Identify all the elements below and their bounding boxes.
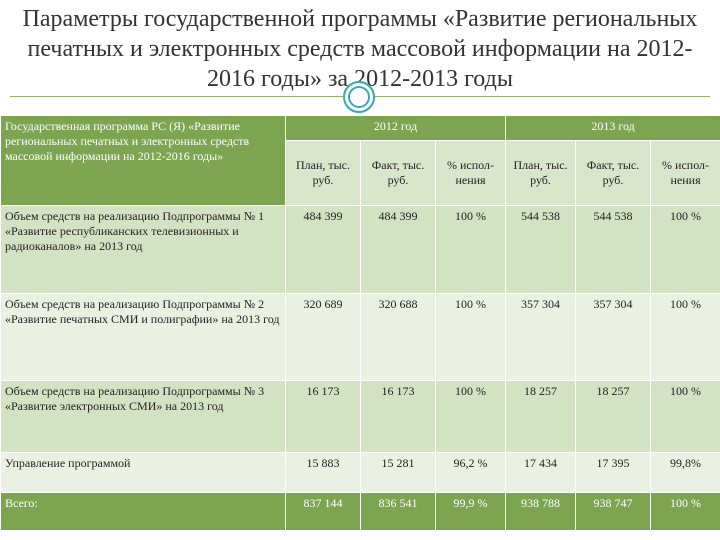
table-row: Всего: 837 144 836 541 99,9 % 938 788 938 747… bbox=[0, 492, 720, 531]
year-header: 2013 год bbox=[505, 115, 720, 141]
cell: 15 883 bbox=[285, 452, 361, 493]
cell: 100 % bbox=[650, 380, 720, 453]
row-label: Объем средств на реализацию Подпрограммы… bbox=[0, 205, 286, 294]
cell: 15 281 bbox=[360, 452, 436, 493]
cell: 544 538 bbox=[505, 205, 577, 294]
year-header: 2012 год bbox=[284, 115, 507, 141]
header-row: План, тыс. руб. Факт, тыс. руб.% испол-не… bbox=[1, 140, 720, 206]
cell: 17 395 bbox=[575, 452, 652, 493]
cell: 18 257 bbox=[575, 380, 652, 453]
column-header: Факт, тыс. руб. bbox=[575, 140, 652, 206]
cell: 16 173 bbox=[360, 380, 436, 453]
column-header: План, тыс. руб. bbox=[285, 140, 361, 206]
table-row: Объем средств на реализацию Подпрограммы… bbox=[0, 380, 720, 453]
cell: 100 % bbox=[434, 380, 507, 453]
header-cell: Государственная программа РС (Я) «Развит… bbox=[0, 115, 286, 206]
column-header: Факт, тыс. руб. bbox=[360, 140, 436, 206]
column-header: План, тыс. руб. bbox=[505, 140, 577, 206]
column-header: % испол-нения bbox=[434, 140, 507, 206]
cell: 837 144 bbox=[285, 492, 361, 531]
table-row: Объем средств на реализацию Подпрограммы… bbox=[0, 205, 720, 294]
ornament bbox=[343, 81, 375, 113]
cell: 100 % bbox=[434, 293, 507, 381]
cell: 100 % bbox=[650, 293, 720, 381]
column-header: % испол-нения bbox=[650, 140, 720, 206]
cell: 938 788 bbox=[505, 492, 577, 531]
cell: 18 257 bbox=[505, 380, 577, 453]
cell: 357 304 bbox=[505, 293, 577, 381]
cell: 100 % bbox=[434, 205, 507, 294]
row-label: Всего: bbox=[0, 492, 286, 531]
cell: 16 173 bbox=[285, 380, 361, 453]
table-row: Управление программой 15 883 15 281 96,2 % 1… bbox=[0, 452, 720, 493]
cell: 100 % bbox=[650, 492, 720, 531]
row-label: Управление программой bbox=[0, 452, 286, 493]
cell: 484 399 bbox=[285, 205, 361, 294]
row-label: Объем средств на реализацию Подпрограммы… bbox=[0, 380, 286, 453]
cell: 99,8% bbox=[650, 452, 720, 493]
cell: 836 541 bbox=[360, 492, 436, 531]
slide-title: Параметры государственной программы «Раз… bbox=[22, 6, 698, 92]
table: Государственная программа РС (Я) «Развит… bbox=[0, 115, 720, 531]
header-row: Государственная программа РС (Я) «Развит… bbox=[0, 115, 720, 206]
cell: 96,2 % bbox=[434, 452, 507, 493]
cell: 544 538 bbox=[575, 205, 652, 294]
cell: 320 688 bbox=[360, 293, 436, 381]
cell: 357 304 bbox=[575, 293, 652, 381]
cell: 99,9 % bbox=[434, 492, 507, 531]
row-label: Объем средств на реализацию Подпрограммы… bbox=[0, 293, 286, 381]
table-row: Объем средств на реализацию Подпрограммы… bbox=[0, 293, 720, 381]
cell: 100 % bbox=[650, 205, 720, 294]
cell: 320 689 bbox=[285, 293, 361, 381]
cell: 484 399 bbox=[360, 205, 436, 294]
cell: 17 434 bbox=[505, 452, 577, 493]
cell: 938 747 bbox=[575, 492, 652, 531]
